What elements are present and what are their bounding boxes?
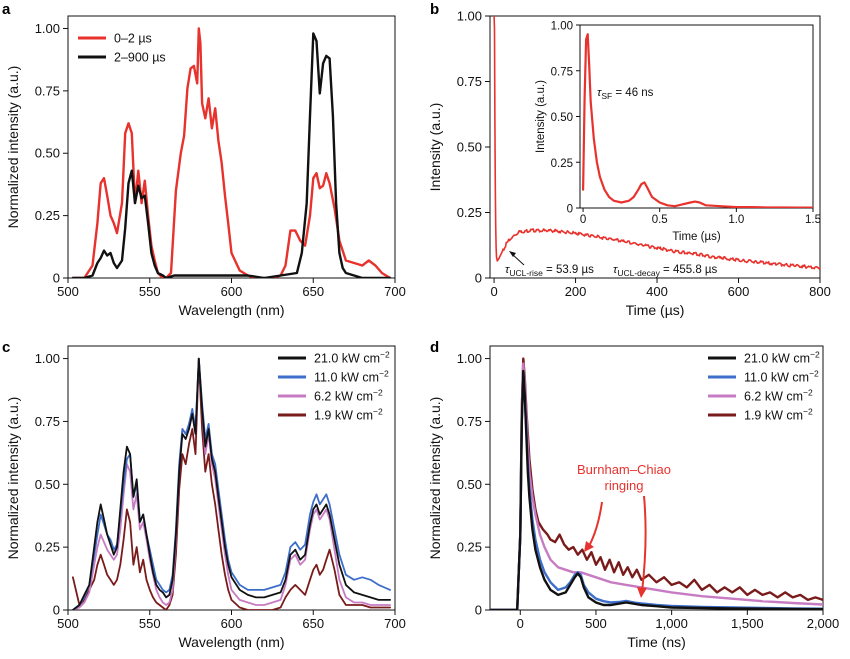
x-axis-label: Time (µs) <box>626 302 685 318</box>
x-tick-label: 700 <box>384 284 406 299</box>
x-tick-label: 200 <box>565 284 587 299</box>
y-tick-label: 0 <box>53 603 60 618</box>
legend-entry: 21.0 kW cm−2 <box>314 350 390 366</box>
y-tick-label: 1.00 <box>551 21 573 33</box>
series-line-1 <box>71 32 392 278</box>
x-tick-label: 500 <box>57 616 79 631</box>
y-tick-label: 0.25 <box>551 158 573 170</box>
x-tick-label: 800 <box>809 284 831 299</box>
legend-entry: 21.0 kW cm−2 <box>744 350 820 366</box>
series-line-2 <box>490 362 823 610</box>
y-tick-label: 0.75 <box>457 414 482 429</box>
y-tick-label: 1.00 <box>457 9 482 24</box>
y-tick-label: 0.50 <box>457 477 482 492</box>
x-tick-label: 0.5 <box>652 214 668 226</box>
y-tick-label: 0.50 <box>551 112 573 124</box>
y-tick-label: 0.75 <box>35 414 60 429</box>
series-line-0 <box>493 16 820 270</box>
x-tick-label: 0 <box>490 284 497 299</box>
chart-panel-c: 500 550 600 650 700 0 0.25 0.50 0.75 1.00 Waveleng… <box>5 345 406 650</box>
x-tick-label: 1.0 <box>728 214 744 226</box>
x-tick-label: 650 <box>302 616 324 631</box>
x-tick-label: 500 <box>585 616 607 631</box>
panel-label-c: c <box>2 339 10 356</box>
x-tick-label: 600 <box>728 284 750 299</box>
legend-entry: 11.0 kW cm−2 <box>314 369 389 385</box>
legend-entry: 6.2 kW cm−2 <box>744 388 813 404</box>
decay-time-annotation: τUCL-decay = 455.8 µs <box>613 264 718 278</box>
x-tick-label: 2,000 <box>807 616 840 631</box>
rise-time-annotation: τUCL-rise = 53.9 µs <box>505 264 594 278</box>
y-tick-label: 1.00 <box>35 21 60 36</box>
rise-arrow <box>511 253 525 266</box>
legend-entry: 11.0 kW cm−2 <box>744 369 819 385</box>
x-tick-label: 0 <box>580 214 586 226</box>
y-tick-label: 0 <box>475 603 482 618</box>
panel-label-b: b <box>430 1 439 18</box>
y-tick-label: 0.75 <box>35 83 60 98</box>
x-axis-label: Time (µs) <box>672 231 721 243</box>
y-tick-label: 0.50 <box>35 477 60 492</box>
x-tick-label: 550 <box>139 616 161 631</box>
series-line-0 <box>490 369 823 610</box>
x-tick-label: 0 <box>517 616 524 631</box>
x-tick-label: 650 <box>302 284 324 299</box>
y-tick-label: 0 <box>53 271 60 286</box>
annotation-arrow-head <box>584 541 594 552</box>
x-tick-label: 550 <box>139 284 161 299</box>
series-line-0 <box>71 27 392 278</box>
annotation-arrow-head <box>637 587 647 598</box>
chart-panel-a: 500 550 600 650 700 0 0.25 0.50 0.75 1.00 Waveleng… <box>5 15 406 318</box>
x-tick-label: 1,500 <box>731 616 764 631</box>
y-tick-label: 1.00 <box>457 351 482 366</box>
y-tick-label: 0.50 <box>35 146 60 161</box>
legend-entry: 0–2 µs <box>114 32 152 46</box>
chart-panel-b-inset: 0 0.5 1.0 1.5 0 0.25 0.50 0.75 1.00 Time (µs) Inte… <box>535 21 821 244</box>
series-line-0 <box>72 357 392 610</box>
legend-entry: 1.9 kW cm−2 <box>744 407 813 423</box>
y-tick-label: 0 <box>475 271 482 286</box>
x-axis-label: Wavelength (nm) <box>178 634 284 650</box>
annotation-arrow <box>587 501 603 549</box>
y-tick-label: 0.25 <box>35 540 60 555</box>
legend-entry: 6.2 kW cm−2 <box>314 388 383 404</box>
y-tick-label: 0.50 <box>457 140 482 155</box>
y-tick-label: 1.00 <box>35 351 60 366</box>
y-tick-label: 0.25 <box>457 540 482 555</box>
x-tick-label: 400 <box>646 284 668 299</box>
annotation-text: Burnham–Chiao <box>577 462 671 477</box>
plot-frame <box>489 345 824 611</box>
x-tick-label: 700 <box>384 616 406 631</box>
sf-time-annotation: τSF = 46 ns <box>597 87 654 101</box>
y-axis-label: Normalized intensity (a.u.) <box>427 397 443 560</box>
x-tick-label: 600 <box>221 284 243 299</box>
series-line-0 <box>581 33 813 208</box>
y-tick-label: 0.25 <box>35 208 60 223</box>
x-axis-label: Time (ns) <box>627 634 686 650</box>
x-axis-label: Wavelength (nm) <box>178 302 284 318</box>
x-tick-label: 600 <box>221 616 243 631</box>
y-tick-label: 0.75 <box>457 74 482 89</box>
series-line-1 <box>490 369 823 610</box>
y-axis-label: Normalized intensity (a.u.) <box>5 397 21 560</box>
y-axis-label: Intensity (a.u.) <box>535 80 547 153</box>
x-tick-label: 1.5 <box>805 214 821 226</box>
annotation-arrow <box>641 495 647 593</box>
x-tick-label: 1,000 <box>655 616 688 631</box>
y-tick-label: 0.25 <box>457 205 482 220</box>
legend-entry: 1.9 kW cm−2 <box>314 407 383 423</box>
panel-label-a: a <box>2 1 11 18</box>
chart-panel-d: 0 500 1,000 1,500 2,000 0 0.25 0.50 0.75 1.00 Time… <box>427 345 840 650</box>
x-tick-label: 500 <box>57 284 79 299</box>
y-tick-label: 0 <box>567 204 573 216</box>
panel-label-d: d <box>430 339 439 356</box>
rise-arrow-head <box>509 251 516 257</box>
y-axis-label: Normalized intensity (a.u.) <box>5 66 21 229</box>
legend-entry: 2–900 µs <box>114 51 166 65</box>
y-axis-label: Intensity (a.u.) <box>427 103 443 192</box>
annotation-text: ringing <box>604 478 643 493</box>
y-tick-label: 0.75 <box>551 66 573 78</box>
